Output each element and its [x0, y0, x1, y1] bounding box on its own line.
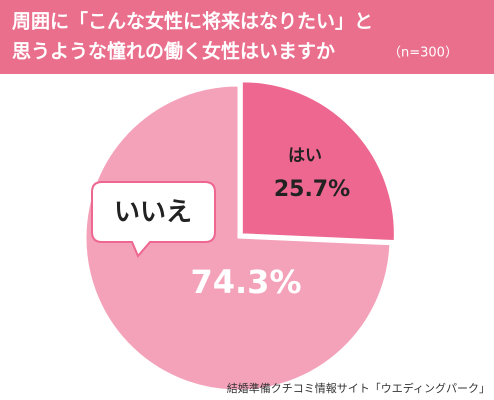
callout-box [91, 181, 216, 258]
chart-title: 思うような憧れの働く女性はいますか [12, 40, 335, 63]
chart-title: 周囲に「こんな女性に将来はなりたい」と [12, 10, 373, 33]
source: 結婚準備クチコミ情報サイト「ウエディングパーク」 [227, 381, 490, 395]
pie-slice [85, 85, 391, 391]
pie-slice [241, 81, 395, 242]
chart-subtitle: （n=300） [388, 46, 458, 61]
value-label: 25.7% [274, 177, 350, 202]
category-label: はい [288, 146, 322, 166]
pie [85, 81, 395, 391]
value-label: 74.3% [190, 263, 301, 301]
header-band [0, 0, 494, 74]
category-label: いいえ [114, 198, 192, 228]
